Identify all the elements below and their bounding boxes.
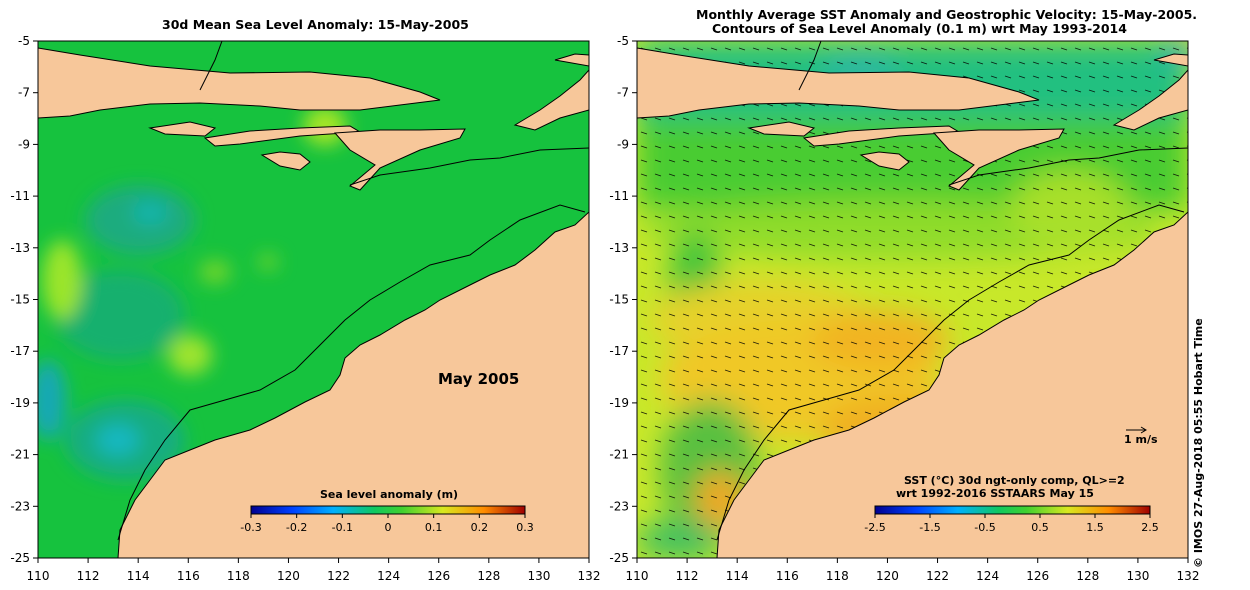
right-sla-contours (716, 41, 1188, 541)
sst-legend-line2: wrt 1992-2016 SSTAARS May 15 (896, 487, 1094, 500)
imos-timestamp: © IMOS 27-Aug-2018 05:55 Hobart Time (1192, 318, 1205, 568)
right-cb-label: -1.5 (919, 521, 940, 534)
right-cb-label: 2.5 (1141, 521, 1159, 534)
right-lat-label: -23 (609, 499, 629, 513)
left-cb-label: 0.2 (471, 521, 489, 534)
sst-legend-line1: SST (°C) 30d ngt-only comp, QL>=2 (904, 474, 1125, 487)
left-map-overlay-label: May 2005 (438, 370, 519, 388)
right-lon-label: 110 (626, 569, 649, 583)
left-lat-label: -21 (10, 448, 30, 462)
left-colorbar-title: Sea level anomaly (m) (320, 488, 458, 501)
right-cb-label: 1.5 (1086, 521, 1104, 534)
left-sla-contours (117, 41, 589, 541)
right-lon-label: 122 (926, 569, 949, 583)
right-lat-label: -9 (617, 137, 629, 151)
right-land (637, 47, 1188, 558)
left-cb-label: -0.3 (240, 521, 261, 534)
right-cb-label: -0.5 (974, 521, 995, 534)
right-lat-label: -11 (609, 189, 629, 203)
left-cb-label: 0.1 (425, 521, 443, 534)
right-lat-label: -17 (609, 344, 629, 358)
velocity-scale-arrow-icon (1126, 426, 1147, 434)
left-cb-label: 0 (385, 521, 392, 534)
right-lon-label: 112 (676, 569, 699, 583)
right-lon-label: 130 (1126, 569, 1149, 583)
right-lon-label: 118 (826, 569, 849, 583)
left-lat-label: -11 (10, 189, 30, 203)
left-lon-label: 128 (477, 569, 500, 583)
right-map-title-line1: Monthly Average SST Anomaly and Geostrop… (696, 7, 1198, 22)
right-lon-label: 132 (1177, 569, 1200, 583)
left-cb-label: -0.2 (286, 521, 307, 534)
left-lat-label: -5 (18, 34, 30, 48)
left-lon-label: 130 (527, 569, 550, 583)
left-lon-label: 132 (578, 569, 600, 583)
sla-anomaly-field (38, 106, 347, 480)
right-lon-label: 128 (1076, 569, 1099, 583)
velocity-scale: 1 m/s (1124, 426, 1158, 446)
right-cb-label: -2.5 (864, 521, 885, 534)
right-colorbar: -2.5 -1.5 -0.5 0.5 1.5 2.5 (864, 505, 1159, 534)
right-lon-label: 116 (776, 569, 799, 583)
right-map: 1 m/s SST (°C) 30d ngt-only comp, QL>=2 … (609, 34, 1200, 583)
right-lat-label: -5 (617, 34, 629, 48)
left-lon-label: 122 (327, 569, 350, 583)
left-lat-label: -19 (10, 396, 30, 410)
left-lon-label: 110 (27, 569, 50, 583)
left-lon-label: 126 (427, 569, 450, 583)
right-lat-label: -13 (609, 241, 629, 255)
right-map-title-line2: Contours of Sea Level Anomaly (0.1 m) wr… (712, 21, 1127, 36)
left-map-title: 30d Mean Sea Level Anomaly: 15-May-2005 (162, 17, 469, 32)
left-land (38, 47, 589, 558)
left-lon-label: 118 (227, 569, 250, 583)
left-lat-label: -7 (18, 86, 30, 100)
left-lat-label: -9 (18, 137, 30, 151)
left-cb-label: 0.3 (516, 521, 534, 534)
right-lon-label: 126 (1026, 569, 1049, 583)
left-cb-label: -0.1 (332, 521, 353, 534)
left-colorbar: Sea level anomaly (m) -0.3 -0.2 -0.1 0 0.1 0.… (240, 488, 533, 534)
left-lat-label: -25 (10, 551, 30, 565)
left-lat-label: -17 (10, 344, 30, 358)
right-lat-label: -19 (609, 396, 629, 410)
right-lat-label: -25 (609, 551, 629, 565)
left-map: May 2005 Sea level anomaly (m) -0.3 -0.2 -… (10, 34, 600, 583)
left-lon-label: 124 (377, 569, 400, 583)
right-lat-label: -7 (617, 86, 629, 100)
right-lat-label: -21 (609, 448, 629, 462)
right-lon-label: 114 (726, 569, 749, 583)
left-lat-label: -15 (10, 293, 30, 307)
left-lat-label: -13 (10, 241, 30, 255)
right-lon-label: 120 (876, 569, 899, 583)
right-lon-label: 124 (976, 569, 999, 583)
left-lon-label: 112 (77, 569, 100, 583)
left-lon-label: 116 (177, 569, 200, 583)
right-lat-label: -15 (609, 293, 629, 307)
velocity-scale-label: 1 m/s (1124, 433, 1158, 446)
right-cb-label: 0.5 (1031, 521, 1049, 534)
left-lon-label: 120 (277, 569, 300, 583)
left-lat-label: -23 (10, 499, 30, 513)
left-lon-label: 114 (127, 569, 150, 583)
